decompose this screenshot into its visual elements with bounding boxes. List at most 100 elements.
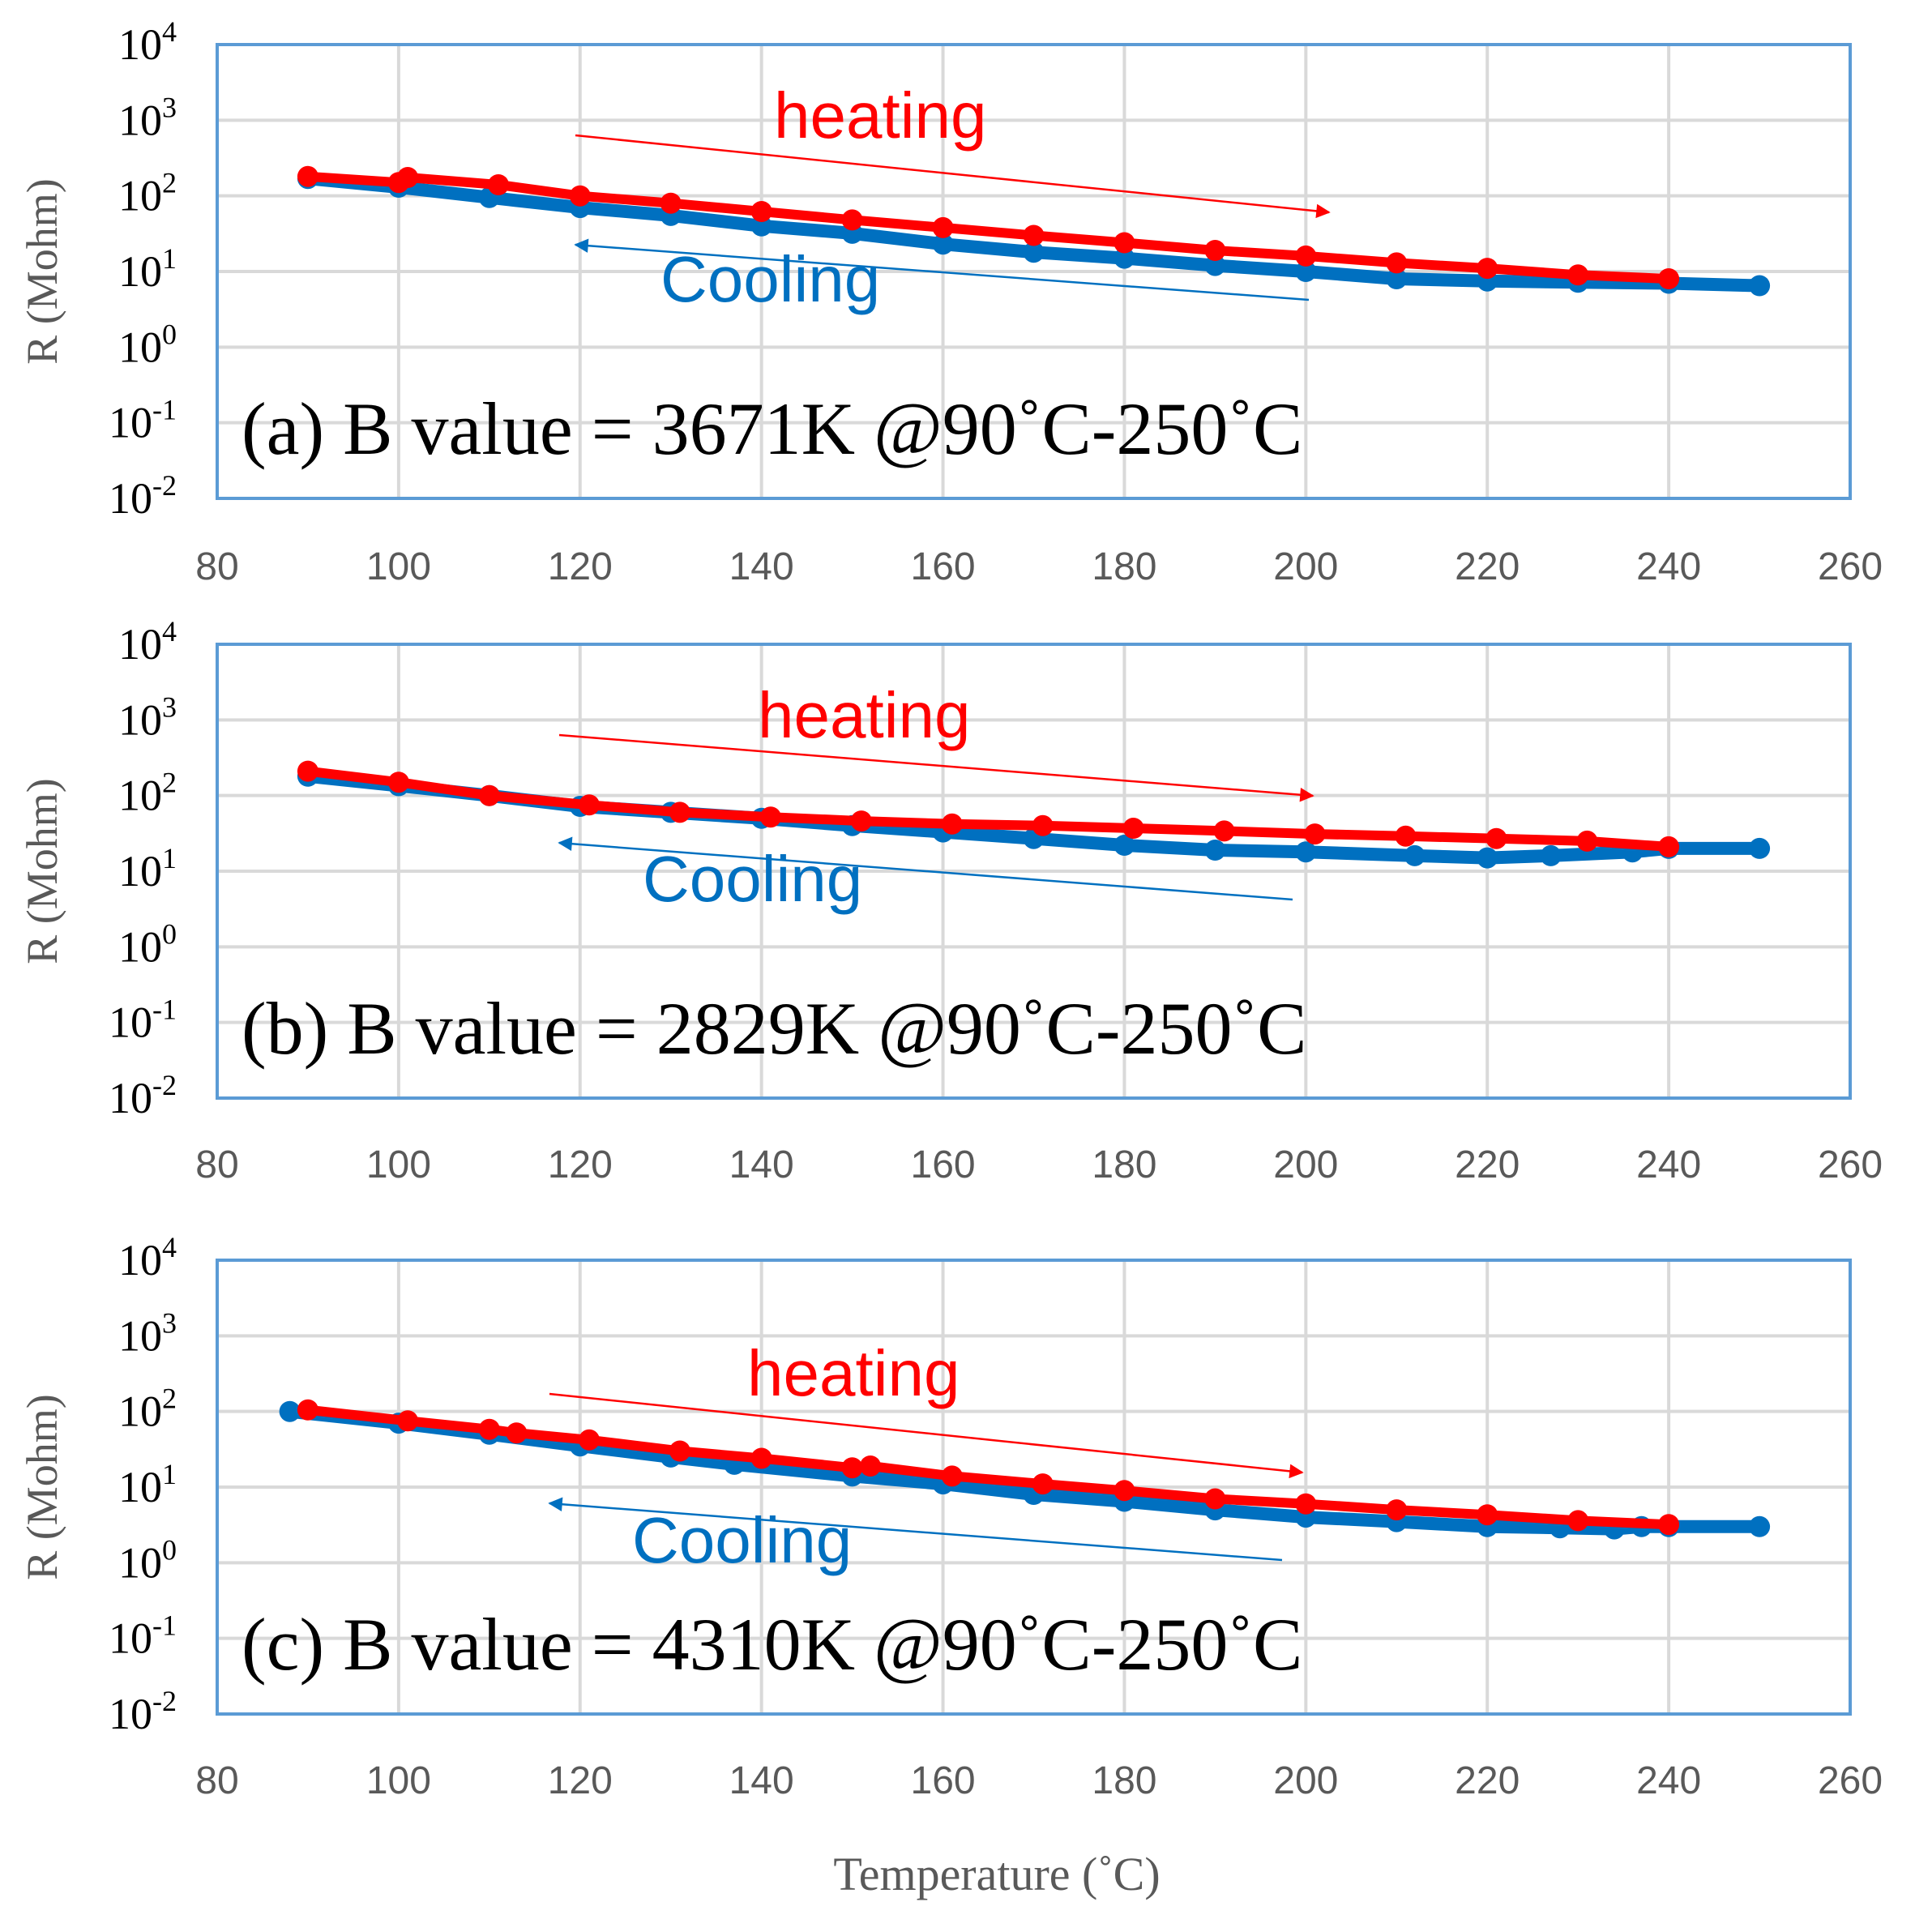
y-tick-label: 100 [118,318,177,371]
y-tick-base: 10 [118,323,162,371]
x-tick-label: 120 [548,545,613,588]
y-tick-exponent: 1 [162,842,177,874]
y-tick-exponent: -1 [152,394,177,426]
y-tick-exponent: 4 [162,15,177,48]
y-tick-exponent: 1 [162,242,177,275]
heating-data-point [397,1410,419,1432]
cooling-data-point [1477,847,1498,869]
heating-data-point [1567,264,1589,286]
y-tick-base: 10 [109,998,152,1047]
heating-data-point [850,810,872,832]
y-tick-exponent: 2 [162,167,177,199]
plot-frame [216,643,1852,1100]
heating-data-point [1122,818,1144,839]
heating-data-point [841,1457,863,1479]
cooling-label: Cooling [632,1504,852,1576]
heating-data-point [1386,1499,1408,1521]
cooling-data-point [1749,1515,1771,1537]
heating-arrow [558,733,1314,802]
y-tick-label: 10-2 [109,1685,177,1738]
heating-data-point [750,1447,772,1469]
x-tick-label: 80 [195,545,238,588]
cooling-arrow [574,238,1310,301]
y-tick-label: 100 [118,917,177,971]
y-tick-base: 10 [109,1614,152,1663]
y-tick-base: 10 [118,172,162,220]
y-tick-base: 10 [118,20,162,69]
cooling-data-point [750,215,772,237]
y-tick-label: 104 [118,1231,177,1284]
y-tick-base: 10 [118,1463,162,1511]
heating-data-point [1386,252,1408,274]
x-tick-label: 100 [366,1759,431,1802]
y-tick-label: 10-1 [109,1609,177,1663]
y-tick-exponent: 2 [162,767,177,799]
x-tick-label: 180 [1092,1143,1156,1186]
y-tick-label: 103 [118,1306,177,1360]
cooling-data-point [1204,254,1226,276]
y-tick-label: 103 [118,690,177,744]
heating-arrow [549,1392,1304,1479]
heating-data-point [506,1422,528,1444]
heating-data-point [941,1465,963,1487]
y-tick-exponent: -2 [152,469,177,502]
heating-data-point [759,806,781,828]
y-tick-label: 103 [118,91,177,144]
x-tick-label: 240 [1636,1143,1701,1186]
heating-data-point [1032,1473,1054,1495]
heating-data-point [660,192,682,214]
heating-data-point [387,772,409,793]
y-tick-label: 101 [118,1458,177,1511]
y-axis-label: R (Mohm) [18,778,66,964]
heating-data-point [579,794,600,816]
y-tick-label: 10-2 [109,1069,177,1122]
heating-data-point [297,1399,318,1421]
y-tick-exponent: 2 [162,1383,177,1415]
x-tick-label: 140 [729,545,794,588]
heating-data-point [488,174,509,195]
y-tick-base: 10 [118,96,162,144]
heating-data-point [297,760,318,782]
x-tick-label: 180 [1092,545,1156,588]
cooling-data-point [279,1400,301,1422]
chart-panel-c: 80 100 120 140 160 180 200 220 240 26010410310210… [18,1231,1883,1802]
heating-data-point [297,165,318,187]
x-tick-label: 140 [729,1759,794,1802]
heating-data-point [1485,827,1507,849]
heating-label: heating [774,79,986,152]
y-tick-exponent: -2 [152,1685,177,1717]
x-tick-label: 240 [1636,545,1701,588]
x-tick-label: 80 [195,1759,238,1802]
y-tick-label: 101 [118,242,177,296]
y-tick-label: 104 [118,15,177,69]
heating-data-point [1658,268,1680,289]
cooling-data-point [1749,837,1771,859]
x-tick-label: 240 [1636,1759,1701,1802]
heating-data-point [860,1455,881,1477]
cooling-data-point [1295,261,1317,282]
heating-data-point [1477,258,1498,280]
cooling-arrow [558,836,1293,901]
y-tick-base: 10 [109,399,152,447]
y-tick-exponent: 4 [162,1231,177,1263]
x-tick-label: 160 [911,1143,976,1186]
y-tick-label: 10-2 [109,469,177,523]
cooling-data-point [1023,242,1045,263]
cooling-data-point [1114,835,1135,856]
y-tick-exponent: 3 [162,91,177,123]
y-tick-exponent: -1 [152,1609,177,1642]
x-tick-label: 140 [729,1143,794,1186]
y-tick-base: 10 [118,772,162,820]
heating-data-point [569,185,591,207]
x-axis-label: Temperature (˚C) [833,1848,1160,1900]
x-tick-label: 200 [1273,1759,1338,1802]
cooling-data-point [1386,268,1408,289]
x-tick-label: 220 [1455,1143,1520,1186]
y-tick-base: 10 [118,695,162,744]
y-tick-base: 10 [109,474,152,523]
heating-data-point [841,209,863,231]
y-tick-label: 102 [118,767,177,820]
y-tick-exponent: 0 [162,917,177,950]
y-tick-label: 10-1 [109,394,177,447]
